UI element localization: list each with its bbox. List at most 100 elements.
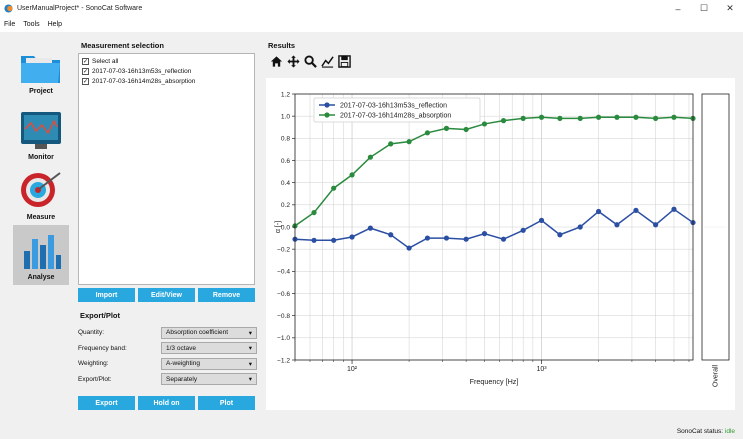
- absorption-chart[interactable]: 1.2 1.0 0.8 0.6 0.4 0.2 0.0 −0.2 −0.4 −0.6 −0.8 −1.…: [266, 78, 735, 410]
- sidebar-item-monitor[interactable]: Monitor: [13, 105, 69, 165]
- data-point: [481, 121, 488, 127]
- y-tick-label: −0.8: [277, 313, 290, 320]
- data-point: [388, 141, 394, 147]
- chevron-down-icon: ▾: [248, 329, 252, 337]
- select-value: 1/3 octave: [166, 344, 196, 352]
- data-point: [311, 237, 317, 243]
- remove-button[interactable]: Remove: [198, 288, 255, 302]
- hold-on-button[interactable]: Hold on: [138, 396, 195, 410]
- close-button[interactable]: ✕: [726, 3, 734, 13]
- export-plot-select[interactable]: Separately ▾: [161, 373, 257, 386]
- y-tick-label: 0.0: [281, 224, 290, 231]
- measurement-name: 2017-07-03-16h14m28s_absorption: [92, 77, 196, 85]
- export-buttons: Export Hold on Plot: [78, 396, 255, 410]
- pan-icon[interactable]: [287, 55, 300, 68]
- list-item[interactable]: ✓ 2017-07-03-16h13m53s_reflection: [82, 66, 251, 76]
- legend-marker: [324, 102, 330, 108]
- x-axis-label: Frequency [Hz]: [470, 377, 519, 386]
- x-tick-label: 10²: [347, 366, 358, 373]
- data-point: [331, 185, 337, 191]
- data-point: [406, 139, 412, 145]
- sidebar-item-project[interactable]: Project: [13, 45, 69, 105]
- results-panel: 1.2 1.0 0.8 0.6 0.4 0.2 0.0 −0.2 −0.4 −0.6 −0.8 −1.…: [266, 78, 735, 410]
- sidebar-item-analyse[interactable]: Analyse: [13, 225, 69, 285]
- y-tick-label: −0.2: [277, 246, 290, 253]
- select-value: Separately: [166, 375, 198, 383]
- data-point: [633, 207, 639, 213]
- data-point: [595, 114, 602, 120]
- overall-frame: [701, 93, 730, 361]
- data-point: [481, 231, 488, 237]
- import-button[interactable]: Import: [78, 288, 135, 302]
- frequency-band-label: Frequency band:: [78, 344, 127, 352]
- status-label: SonoCat status:: [676, 428, 724, 435]
- checkbox[interactable]: ✓: [82, 57, 89, 65]
- data-point: [424, 235, 431, 241]
- export-plot-row: Export/Plot: Separately ▾: [78, 372, 259, 388]
- data-point: [671, 114, 677, 120]
- maximize-button[interactable]: ☐: [699, 3, 709, 13]
- zoom-icon[interactable]: [304, 55, 317, 68]
- status-bar: SonoCat status: idle: [677, 428, 735, 435]
- data-point: [500, 236, 507, 242]
- menu-file[interactable]: File: [4, 21, 16, 28]
- legend-label: 2017-07-03-16h14m28s_absorption: [340, 113, 451, 120]
- sidebar-item-measure[interactable]: Measure: [13, 165, 69, 225]
- data-point: [538, 217, 545, 223]
- data-point: [633, 114, 639, 120]
- frequency-band-select[interactable]: 1/3 octave ▾: [161, 342, 257, 355]
- data-point: [331, 237, 337, 243]
- sidebar-label-monitor: Monitor: [28, 154, 54, 161]
- save-icon[interactable]: [338, 55, 351, 68]
- title-bar: UserManualProject* - SonoCat Software – …: [0, 0, 743, 17]
- measurement-buttons: Import Edit/View Remove: [78, 288, 255, 302]
- edit-view-button[interactable]: Edit/View: [138, 288, 195, 302]
- y-tick-label: 0.6: [281, 158, 290, 165]
- y-tick-label: −0.4: [277, 269, 290, 276]
- select-value: Absorption coefficient: [166, 329, 229, 337]
- window-title: UserManualProject* - SonoCat Software: [17, 5, 143, 12]
- data-point: [388, 232, 394, 238]
- series-line-2: [294, 116, 694, 227]
- measurement-selection-title: Measurement selection: [81, 41, 164, 50]
- overall-label: Overall: [713, 364, 720, 387]
- data-point: [406, 245, 412, 251]
- weighting-label: Weighting:: [78, 360, 109, 368]
- chevron-down-icon: ▾: [248, 376, 252, 384]
- data-point: [349, 172, 355, 178]
- menu-help[interactable]: Help: [47, 21, 63, 28]
- measurement-name: 2017-07-03-16h13m53s_reflection: [92, 67, 192, 75]
- measurement-list: ✓ Select all ✓ 2017-07-03-16h13m53s_refl…: [78, 53, 255, 285]
- minimize-button[interactable]: –: [675, 3, 681, 14]
- quantity-select[interactable]: Absorption coefficient ▾: [161, 326, 257, 339]
- export-button[interactable]: Export: [78, 396, 135, 410]
- y-tick-label: −0.6: [277, 291, 290, 298]
- home-icon[interactable]: [270, 55, 283, 68]
- select-all-label: Select all: [92, 57, 119, 65]
- export-plot-title: Export/Plot: [80, 311, 121, 320]
- data-point: [443, 125, 450, 131]
- data-point: [349, 234, 355, 240]
- lines-icon[interactable]: [321, 55, 334, 68]
- y-tick-label: 1.0: [281, 113, 290, 120]
- data-point: [614, 114, 620, 120]
- plot-button[interactable]: Plot: [198, 396, 255, 410]
- checkbox[interactable]: ✓: [82, 67, 89, 75]
- series-line-1: [294, 208, 694, 249]
- data-point: [500, 118, 507, 124]
- export-plot-label: Export/Plot:: [78, 375, 112, 383]
- results-title: Results: [268, 41, 296, 50]
- weighting-select[interactable]: A-weighting ▾: [161, 357, 257, 370]
- list-item[interactable]: ✓ 2017-07-03-16h14m28s_absorption: [82, 76, 251, 86]
- checkbox[interactable]: ✓: [82, 77, 89, 85]
- data-point: [367, 225, 374, 231]
- menu-tools[interactable]: Tools: [23, 21, 40, 28]
- select-all-checkbox[interactable]: ✓ Select all: [82, 56, 251, 66]
- target-icon: [21, 172, 61, 207]
- data-point: [577, 115, 583, 121]
- y-tick-label: −1.0: [277, 335, 290, 342]
- data-point: [557, 232, 563, 238]
- sidebar-label-analyse: Analyse: [27, 274, 55, 281]
- data-point: [311, 209, 317, 216]
- folder-icon: [21, 56, 60, 83]
